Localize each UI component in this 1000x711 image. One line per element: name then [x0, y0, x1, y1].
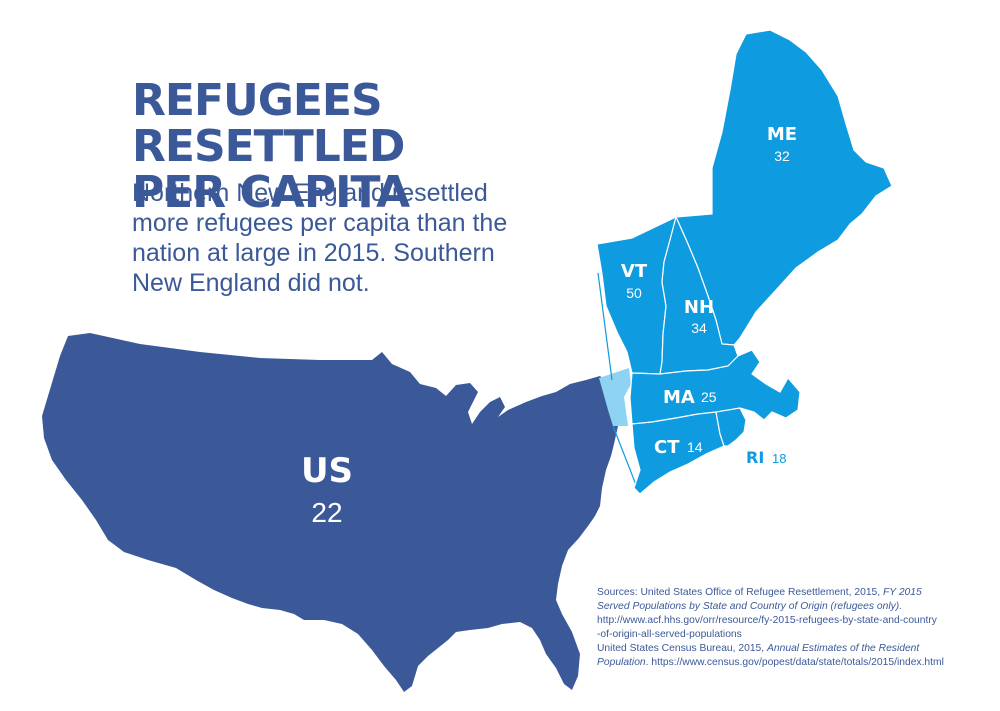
ma-label: MA: [663, 387, 695, 408]
sources-italic-1: FY 2015: [883, 587, 922, 598]
ct-value: 14: [687, 439, 703, 455]
sources-line-2: Served Populations by State and Country …: [597, 600, 992, 614]
subtitle-line-2: more refugees per capita than the: [132, 209, 508, 237]
sources-italic-6: Population: [597, 657, 646, 668]
vt-value: 50: [626, 285, 642, 301]
me-label: ME: [767, 124, 797, 145]
sources-line-6: Population. https://www.census.gov/popes…: [597, 656, 992, 670]
subtitle-line-3: nation at large in 2015. Southern: [132, 239, 495, 267]
connector-line-bottom: [612, 425, 639, 491]
ri-value: 18: [772, 451, 786, 466]
us-map-shape: [42, 333, 618, 692]
sources-text-6: . https://www.census.gov/popest/data/sta…: [645, 657, 944, 668]
us-value: 22: [311, 497, 342, 528]
sources-italic-2: Served Populations by State and Country …: [597, 601, 903, 612]
state-ct-shape: [631, 411, 725, 495]
sources-italic-5: Annual Estimates of the Resident: [767, 643, 920, 654]
me-value: 32: [774, 148, 790, 164]
sources-line-3: http://www.acf.hhs.gov/orr/resource/fy-2…: [597, 615, 937, 626]
subtitle-line-4: New England did not.: [132, 269, 370, 297]
nh-value: 34: [691, 320, 707, 336]
ct-label: CT: [654, 437, 680, 458]
sources-text-5: United States Census Bureau, 2015,: [597, 643, 768, 654]
title-line-1: REFUGEES RESETTLED: [132, 75, 405, 172]
nh-label: NH: [684, 297, 714, 318]
sources-line-4: -of-origin-all-served-populations: [597, 629, 742, 640]
connector-line-top: [597, 272, 613, 381]
sources-line-1: Sources: United States Office of Refugee…: [597, 586, 992, 600]
map-title: REFUGEES RESETTLED PER CAPITA: [132, 78, 632, 216]
vt-label: VT: [621, 261, 648, 282]
sources-line-5: United States Census Bureau, 2015, Annua…: [597, 642, 992, 656]
state-ri-shape: [715, 407, 747, 447]
ny-highlight-shape: [599, 368, 631, 426]
us-label: US: [301, 451, 353, 491]
sources-note: Sources: United States Office of Refugee…: [597, 586, 992, 670]
ri-label: RI: [746, 448, 764, 467]
map-subtitle: Northern New England resettled more refu…: [132, 178, 512, 298]
title-line-2: PER CAPITA: [132, 167, 410, 218]
sources-text-1: Sources: United States Office of Refugee…: [597, 587, 883, 598]
subtitle-line-1: Northern New England resettled: [132, 179, 488, 207]
ma-value: 25: [701, 389, 717, 405]
